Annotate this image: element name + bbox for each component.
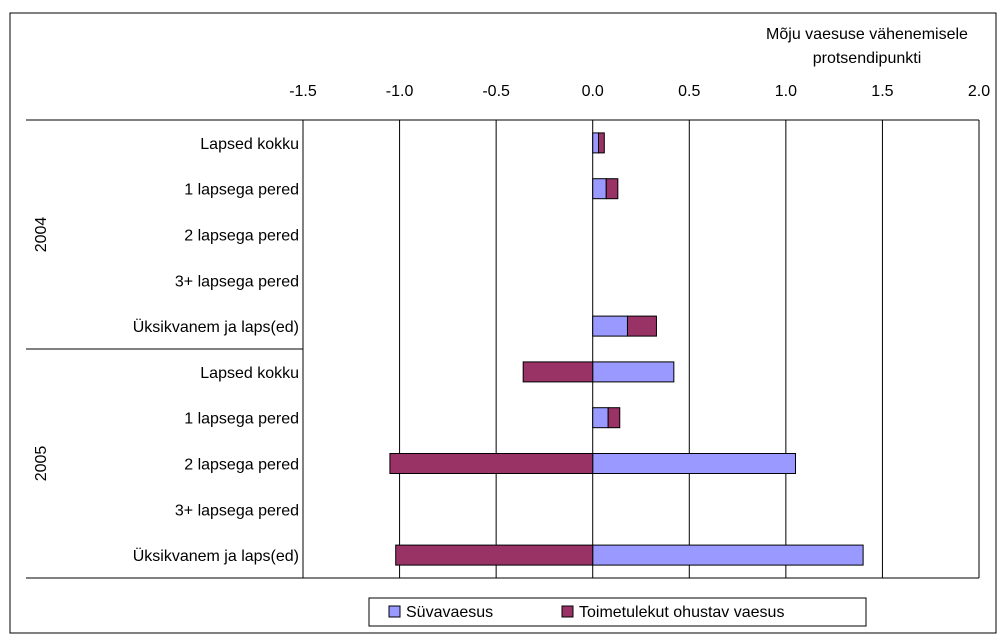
x-tick-label-6: 1.5 [871,83,893,100]
axis-title-line1: Mõju vaesuse vähenemisele [766,26,968,43]
bar-toimetulekut-0-0 [598,132,605,154]
chart-frame [9,12,997,634]
x-tick-label-4: 0.5 [678,83,700,100]
bar-toimetulekut-1-2 [389,453,594,474]
category-label-1-2: 2 lapsega pered [184,457,299,474]
bar-toimetulekut-1-0 [522,361,594,383]
bar-suvavaesus-0-1 [592,178,607,200]
category-label-0-2: 2 lapsega pered [184,228,299,245]
x-tick-label-3: 0.0 [582,83,604,100]
category-label-1-0: Lapsed kokku [200,365,299,382]
bar-toimetulekut-0-4 [626,315,657,337]
bar-toimetulekut-1-4 [395,544,594,566]
bars [389,132,864,566]
group-labels: 2004 2005 [33,217,50,482]
category-label-0-4: Üksikvanem ja laps(ed) [133,318,299,336]
legend-label-toimetulekut: Toimetulekut ohustav vaesus [579,604,784,621]
category-label-0-3: 3+ lapsega pered [175,273,299,290]
group-label-2005: 2005 [33,446,50,482]
legend-box [368,597,867,627]
x-tick-label-0: -1.5 [289,83,317,100]
bar-suvavaesus-0-0 [592,132,600,154]
x-tick-label-1: -1.0 [386,83,414,100]
bar-suvavaesus-1-4 [592,544,864,566]
gridlines [302,120,980,578]
bar-suvavaesus-0-4 [592,315,628,337]
x-tick-labels: -1.5 -1.0 -0.5 0.0 0.5 1.0 1.5 2.0 [289,83,990,100]
bar-toimetulekut-1-1 [607,407,621,429]
category-label-1-4: Üksikvanem ja laps(ed) [133,547,299,565]
x-tick-label-7: 2.0 [968,83,990,100]
legend: Süvavaesus Toimetulekut ohustav vaesus [368,597,867,627]
bar-suvavaesus-1-2 [592,453,797,474]
legend-label-suvavaesus: Süvavaesus [406,604,493,621]
category-label-0-1: 1 lapsega pered [184,182,299,199]
axis-title-line2: protsendipunkti [813,50,922,67]
category-label-0-0: Lapsed kokku [200,136,299,153]
bar-suvavaesus-1-0 [592,361,675,383]
category-label-1-3: 3+ lapsega pered [175,502,299,519]
category-label-1-1: 1 lapsega pered [184,411,299,428]
axis-dividers [26,119,979,579]
bar-toimetulekut-0-1 [605,178,619,200]
x-tick-label-2: -0.5 [482,83,510,100]
bar-suvavaesus-1-1 [592,407,609,429]
legend-swatch-toimetulekut [561,605,574,618]
x-tick-label-5: 1.0 [775,83,797,100]
category-labels: Lapsed kokku 1 lapsega pered 2 lapsega per… [133,136,299,565]
group-label-2004: 2004 [33,217,50,253]
legend-swatch-suvavaesus [388,605,401,618]
